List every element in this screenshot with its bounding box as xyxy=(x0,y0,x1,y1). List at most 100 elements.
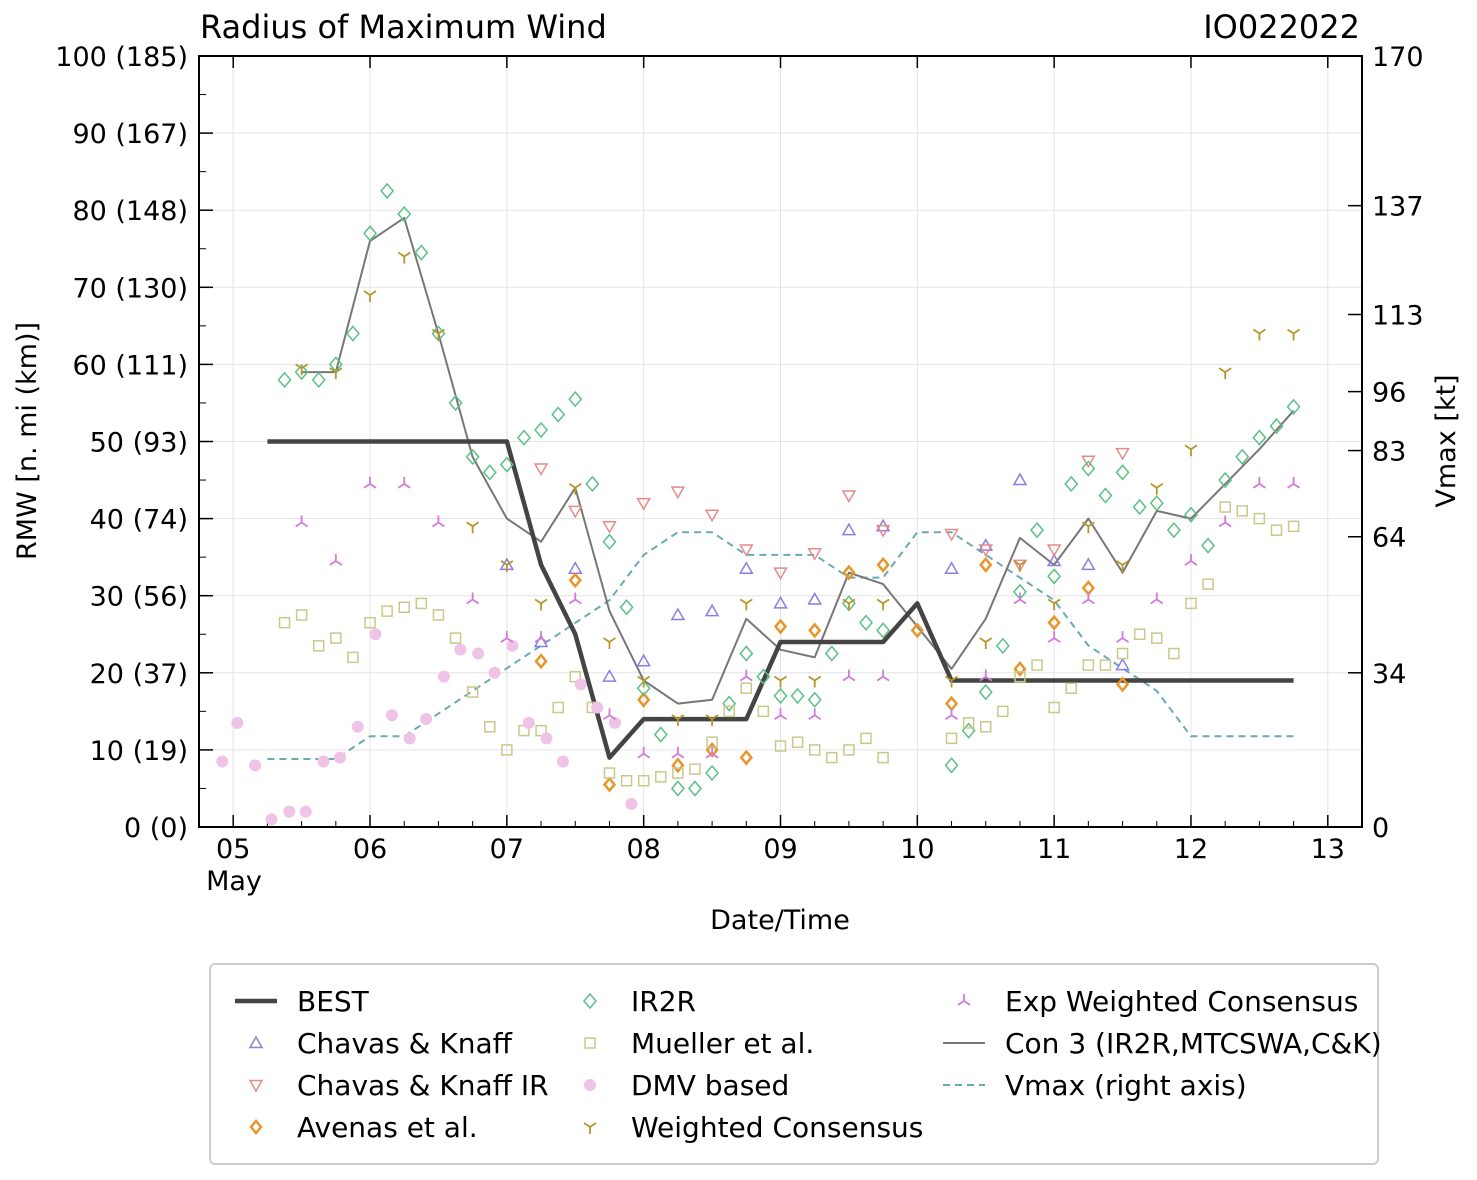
ir2r-point xyxy=(499,456,514,473)
weighted-consensus-point xyxy=(945,675,959,688)
legend-item-mueller: Mueller et al. xyxy=(561,1027,814,1060)
mueller-et-al-point xyxy=(1151,632,1163,644)
avenas-et-al-point xyxy=(1013,660,1027,677)
ir2r-point xyxy=(397,205,412,223)
dmv-based-point xyxy=(420,713,433,726)
x-tick-label: 09 xyxy=(763,834,797,865)
mueller-et-al-point xyxy=(449,632,462,644)
dmv-based-point xyxy=(591,701,604,714)
chart-title: Radius of Maximum Wind xyxy=(200,8,607,46)
weighted-consensus-point xyxy=(534,598,548,611)
mueller-et-al-point xyxy=(1116,647,1129,660)
chavas-knaff-point xyxy=(670,607,686,621)
avenas-et-al-point xyxy=(637,691,651,708)
mueller-et-al-point xyxy=(997,705,1009,718)
weighted-consensus-point xyxy=(500,560,514,572)
chavas-knaff-ir-point xyxy=(1012,559,1028,573)
weighted-consensus-point xyxy=(705,714,719,727)
chavas-knaff-ir-point xyxy=(807,548,822,561)
exp-weighted-consensus-point xyxy=(1252,476,1266,489)
weighted-consensus-point xyxy=(1047,598,1061,611)
dmv-based-point xyxy=(540,732,553,745)
mueller-et-al-point xyxy=(398,601,410,614)
chavas-knaff-ir-point xyxy=(1081,455,1096,469)
dmv-based-point xyxy=(351,720,364,733)
avenas-et-al-point xyxy=(1047,614,1061,631)
legend-label: Chavas & Knaff xyxy=(297,1026,512,1060)
dmv-based-point xyxy=(385,709,398,722)
weighted-consensus-point xyxy=(876,598,890,611)
dmv-based-point xyxy=(403,732,416,745)
y-axis-title-left: RMW [n. mi (km)] xyxy=(12,322,43,560)
chavas-knaff-point xyxy=(841,522,857,536)
ir2r-point xyxy=(345,325,360,342)
exp-weighted-consensus-point xyxy=(671,746,685,759)
ir2r-point xyxy=(363,225,378,242)
ir2r-point xyxy=(807,691,822,708)
mueller-et-al-point xyxy=(1202,578,1214,590)
legend-swatch xyxy=(583,1122,597,1134)
legend-symbol xyxy=(561,985,631,1017)
x-tick-label: 07 xyxy=(490,834,524,865)
weighted-consensus-point xyxy=(808,675,822,688)
mueller-et-al-point xyxy=(1236,505,1249,517)
avenas-et-al-point xyxy=(876,556,890,573)
legend-swatch xyxy=(584,1079,596,1091)
legend: BEST Chavas & Knaff Chavas & Knaff IR Av… xyxy=(209,963,1382,1165)
legend-symbol xyxy=(935,1069,1005,1101)
y-tick-label-right: 170 xyxy=(1372,42,1424,73)
legend-symbol xyxy=(935,1027,1005,1059)
mueller-et-al-point xyxy=(655,771,667,783)
mueller-et-al-point xyxy=(466,686,479,698)
legend-label: Vmax (right axis) xyxy=(1005,1068,1247,1102)
chavas-knaff-ir-point xyxy=(533,463,549,476)
exp-weighted-consensus-point xyxy=(945,708,959,720)
legend-item-best: BEST xyxy=(227,985,369,1018)
legend-marker xyxy=(583,992,597,1010)
avenas-et-al-point xyxy=(808,622,822,639)
ir2r-point xyxy=(1218,471,1233,489)
legend-symbol xyxy=(561,1111,631,1143)
chavas-knaff-point xyxy=(1046,553,1062,567)
exp-weighted-consensus-point xyxy=(329,554,343,566)
legend-label: Exp Weighted Consensus xyxy=(1005,984,1359,1018)
y-tick-label-right: 0 xyxy=(1372,813,1389,844)
ir2r-point xyxy=(756,668,771,685)
weighted-consensus-point xyxy=(671,714,685,727)
exp-weighted-consensus-point xyxy=(500,631,514,643)
legend-label: DMV based xyxy=(631,1068,790,1102)
weighted-consensus-point xyxy=(363,290,377,303)
ir2r-point xyxy=(1286,398,1301,415)
weighted-consensus-point xyxy=(1287,328,1301,341)
ir2r-point xyxy=(602,533,617,550)
ir2r-point xyxy=(294,363,309,381)
mueller-et-al-point xyxy=(757,705,770,718)
dmv-based-point xyxy=(522,716,535,729)
avenas-et-al-point xyxy=(1115,676,1130,693)
legend-item-chavas-knaff: Chavas & Knaff xyxy=(227,1026,512,1060)
mueller-et-al-point xyxy=(381,605,393,617)
mueller-et-al-point xyxy=(552,701,564,714)
legend-swatch xyxy=(249,1119,263,1135)
dmv-based-point xyxy=(249,759,262,772)
exp-weighted-consensus-point xyxy=(534,631,548,643)
x-tick-label: 10 xyxy=(900,834,934,865)
dmv-based-point xyxy=(574,678,587,691)
chavas-knaff-point xyxy=(704,603,720,617)
mueller-et-al-point xyxy=(1048,701,1060,714)
ir2r-point xyxy=(534,421,549,439)
ir2r-point xyxy=(311,371,326,388)
exp-weighted-consensus-point xyxy=(705,746,719,759)
mueller-et-al-point xyxy=(637,774,650,787)
legend-marker xyxy=(584,1079,596,1091)
exp-weighted-consensus-point xyxy=(1081,592,1095,605)
y-tick-label-left: 10 (19) xyxy=(90,736,188,767)
mueller-et-al-point xyxy=(723,705,735,718)
mueller-et-al-point xyxy=(843,744,855,756)
ir2r-point xyxy=(1115,464,1130,481)
weighted-consensus-point xyxy=(329,367,343,380)
legend-marker xyxy=(583,1122,597,1134)
legend-symbol xyxy=(227,1027,297,1059)
mueller-et-al-point xyxy=(312,640,325,652)
